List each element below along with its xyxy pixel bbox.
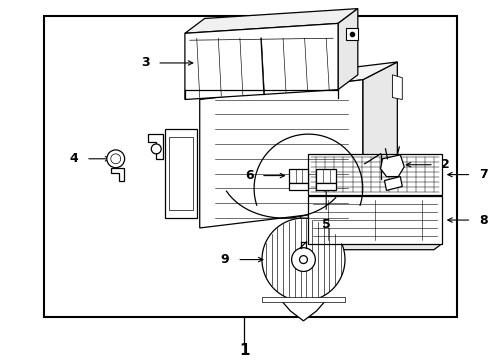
Bar	[316, 169, 335, 183]
Circle shape	[106, 150, 124, 168]
Bar	[165, 129, 196, 218]
Polygon shape	[362, 62, 397, 208]
Text: 6: 6	[244, 169, 253, 182]
Polygon shape	[300, 196, 308, 250]
Polygon shape	[184, 9, 357, 33]
Text: 4: 4	[70, 152, 79, 165]
Bar	[288, 183, 308, 190]
Circle shape	[111, 154, 121, 164]
Polygon shape	[337, 9, 357, 90]
Bar	[308, 154, 441, 195]
Polygon shape	[111, 168, 123, 180]
Polygon shape	[199, 80, 362, 228]
Text: 9: 9	[220, 253, 228, 266]
Circle shape	[262, 218, 344, 301]
Polygon shape	[384, 177, 402, 190]
Text: 2: 2	[441, 158, 449, 171]
Text: 8: 8	[478, 213, 487, 226]
Text: 1: 1	[239, 343, 249, 358]
Circle shape	[291, 248, 315, 271]
Bar	[288, 169, 308, 183]
Polygon shape	[380, 155, 404, 177]
Bar	[262, 297, 344, 302]
Polygon shape	[391, 75, 402, 99]
Polygon shape	[300, 154, 308, 201]
Polygon shape	[281, 301, 325, 321]
Text: 7: 7	[478, 168, 487, 181]
Bar	[43, 15, 456, 317]
Text: 3: 3	[141, 57, 149, 69]
Polygon shape	[199, 62, 397, 99]
Circle shape	[299, 256, 307, 264]
Bar	[308, 196, 441, 244]
Polygon shape	[148, 134, 163, 159]
Polygon shape	[300, 244, 441, 250]
Bar	[169, 137, 192, 210]
Circle shape	[151, 144, 161, 154]
Text: 5: 5	[321, 217, 330, 230]
Bar	[345, 28, 357, 40]
Polygon shape	[184, 23, 337, 99]
Bar	[316, 183, 335, 190]
